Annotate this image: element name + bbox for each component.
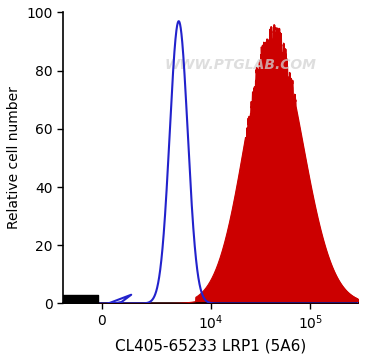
Y-axis label: Relative cell number: Relative cell number: [7, 86, 21, 229]
X-axis label: CL405-65233 LRP1 (5A6): CL405-65233 LRP1 (5A6): [115, 338, 306, 353]
Text: WWW.PTGLAB.COM: WWW.PTGLAB.COM: [164, 58, 316, 72]
